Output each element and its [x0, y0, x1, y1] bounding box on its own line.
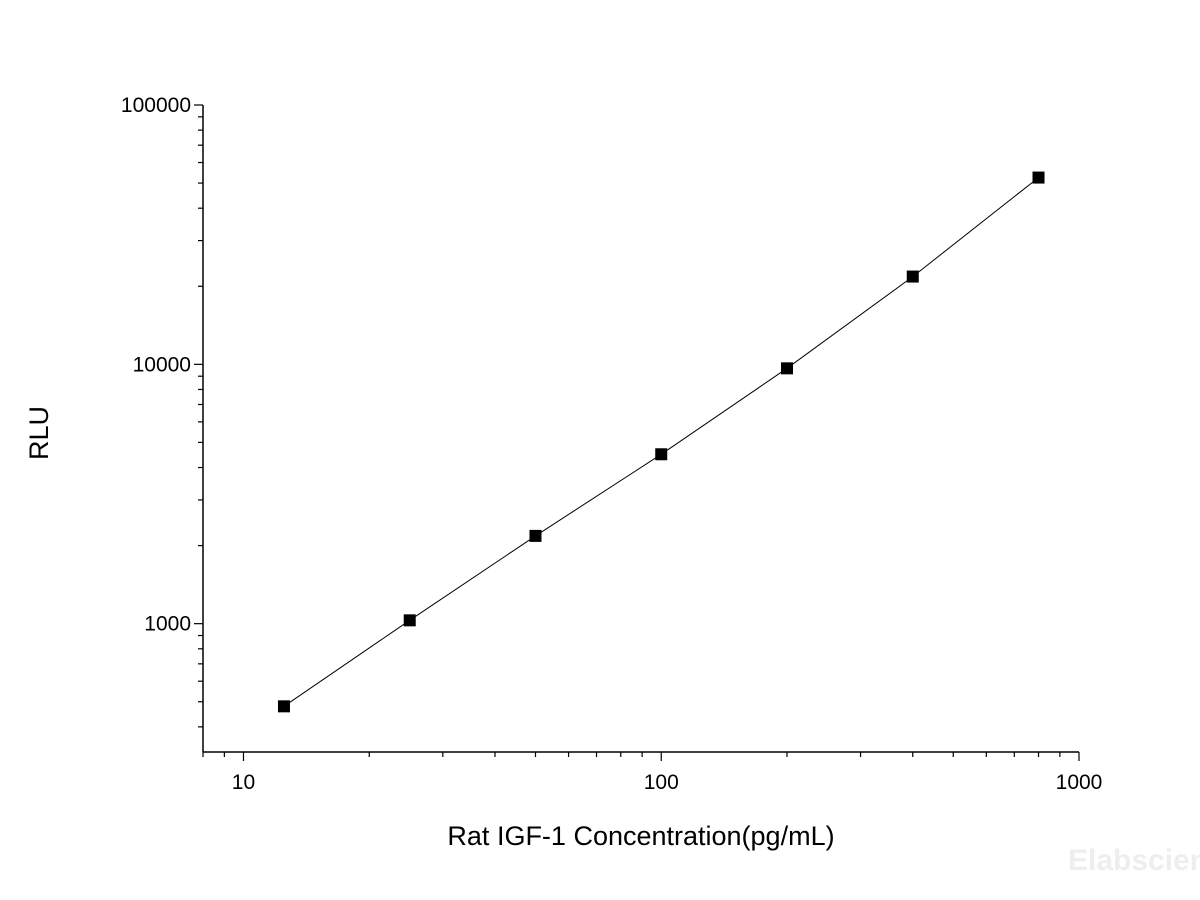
y-tick-label: 10000: [133, 353, 191, 376]
data-point: [906, 270, 919, 283]
data-point: [529, 529, 542, 542]
x-tick-label: 1000: [1056, 771, 1103, 794]
watermark: Elabscience: [1068, 844, 1200, 877]
x-axis-title: Rat IGF-1 Concentration(pg/mL): [447, 821, 834, 851]
x-tick-label: 10: [232, 771, 255, 794]
series-line: [283, 177, 1039, 707]
x-tick-label: 100: [644, 771, 679, 794]
data-point: [655, 448, 668, 461]
series-layer: [277, 171, 1045, 713]
y-tick-label: 1000: [144, 613, 191, 636]
data-point: [277, 700, 290, 713]
data-point: [1032, 171, 1045, 184]
data-point: [403, 614, 416, 627]
data-point: [781, 362, 793, 375]
y-tick-label: 100000: [121, 94, 191, 117]
axes: [202, 105, 1079, 753]
x-axis-ticks: 10 100 1000: [202, 752, 1103, 794]
y-axis-title: RLU: [24, 406, 54, 460]
y-axis-ticks: 1000 10000 100000: [121, 94, 203, 728]
